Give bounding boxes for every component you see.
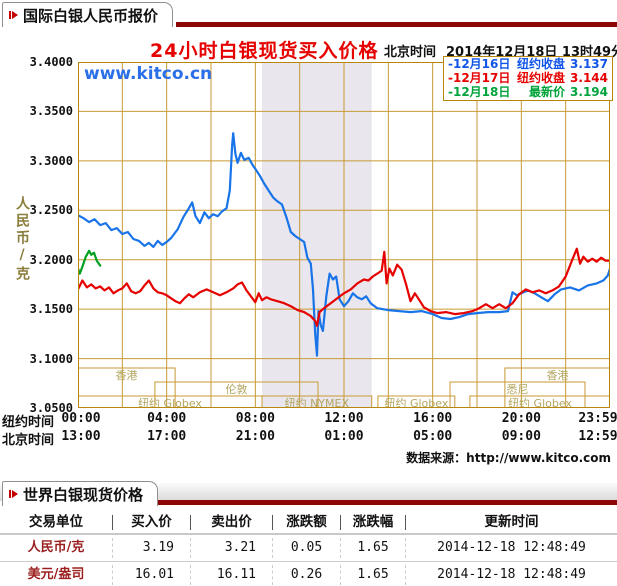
session-label: 纽约 Globex	[138, 396, 202, 408]
legend-value: 3.137	[570, 57, 608, 72]
x-tick-label: 12:00	[324, 411, 364, 426]
column-header: 卖出价	[191, 515, 273, 530]
tab-world-silver-spot-price[interactable]: 世界白银现货价格	[2, 481, 159, 506]
x-axis-row-label: 纽约时间	[2, 415, 55, 430]
legend-row: -12月17日 纽约收盘 3.144	[448, 70, 608, 85]
price-line-dec18	[78, 249, 102, 275]
value-cell: 3.21	[191, 538, 273, 558]
y-axis-title: 人民币/克	[14, 196, 30, 283]
legend-row: -12月18日 最新价 3.194	[448, 84, 608, 99]
session-box	[449, 381, 586, 408]
x-tick-label: 21:00	[235, 429, 275, 444]
column-header: 涨跌幅	[341, 515, 406, 530]
x-tick-label: 20:00	[501, 411, 541, 426]
unit-cell: 美元/盎司	[0, 565, 113, 585]
y-tick-label: 3.1000	[29, 351, 73, 366]
x-tick-label: 08:00	[235, 411, 275, 426]
y-tick-label: 3.0500	[29, 401, 73, 415]
value-cell: 1.65	[341, 565, 406, 585]
x-tick-label: 23:59	[578, 411, 617, 426]
legend-desc: 最新价	[529, 84, 566, 99]
x-axis-beijing-time: 北京时间 13:00 17:00 21:00 01:00 05:00 09:00 12:59	[0, 429, 617, 448]
x-axis-ny-time: 纽约时间 00:00 04:00 08:00 12:00 16:00 20:00 23:59	[0, 411, 617, 430]
session-box	[78, 367, 176, 408]
spot-price-table: 交易单位 买入价 卖出价 涨跌额 涨跌幅 更新时间 人民币/克 3.19 3.21 0.05 1.…	[0, 512, 617, 586]
beijing-time-label: 北京时间	[384, 45, 437, 60]
value-cell: 16.11	[191, 565, 273, 585]
unit-cell: 人民币/克	[0, 538, 113, 558]
legend-value: 3.194	[570, 84, 608, 99]
value-cell: 3.19	[113, 538, 191, 558]
session-label: 纽约 NYMEX	[285, 396, 350, 408]
x-axis-row-label: 北京时间	[2, 433, 55, 448]
value-cell: 16.01	[113, 565, 191, 585]
y-tick-label: 3.2500	[29, 203, 73, 218]
y-tick-label: 3.1500	[29, 302, 73, 317]
session-label: 纽约 Globex	[384, 396, 448, 408]
value-cell: 1.65	[341, 538, 406, 558]
session-label: 香港	[116, 369, 138, 382]
legend-date: -12月17日	[448, 70, 511, 85]
y-tick-label: 3.2000	[29, 252, 73, 267]
table-row: 人民币/克 3.19 3.21 0.05 1.65 2014-12-18 12:48:49	[0, 535, 617, 562]
tab-underline	[150, 500, 617, 505]
x-tick-label: 01:00	[324, 429, 364, 444]
chart-legend: -12月16日 纽约收盘 3.137 -12月17日 纽约收盘 3.144 -12月18日 最…	[443, 56, 613, 101]
column-header: 交易单位	[0, 515, 113, 530]
plot-border	[78, 62, 610, 408]
table-header-row: 交易单位 买入价 卖出价 涨跌额 涨跌幅 更新时间	[0, 512, 617, 535]
x-tick-label: 17:00	[147, 429, 187, 444]
table-row: 美元/盎司 16.01 16.11 0.26 1.65 2014-12-18 12:48:…	[0, 562, 617, 586]
column-header: 涨跌额	[273, 515, 341, 530]
session-box	[261, 395, 373, 408]
value-cell: 2014-12-18 12:48:49	[437, 567, 586, 582]
column-header: 更新时间	[484, 514, 539, 530]
x-tick-label: 05:00	[413, 429, 453, 444]
column-header: 买入价	[113, 515, 191, 530]
x-tick-label: 12:59	[578, 429, 617, 444]
y-tick-label: 3.4000	[29, 55, 73, 69]
chart-title: 24小时白银现货买入价格	[150, 40, 379, 62]
session-box	[469, 395, 610, 408]
x-tick-label: 00:00	[61, 411, 101, 426]
legend-date: -12月16日	[448, 57, 511, 72]
kitco-watermark: www.kitco.cn	[84, 64, 213, 84]
tab-underline	[176, 22, 617, 27]
value-cell: 0.26	[273, 565, 341, 585]
x-tick-label: 16:00	[413, 411, 453, 426]
price-line-dec17	[78, 247, 610, 327]
legend-desc: 纽约收盘	[517, 57, 566, 72]
table-body: 人民币/克 3.19 3.21 0.05 1.65 2014-12-18 12:48:49…	[0, 535, 617, 586]
data-source: 数据来源：http://www.kitco.com	[406, 451, 611, 465]
price-line-dec16	[78, 132, 610, 357]
session-box	[377, 395, 456, 408]
session-label: 悉尼	[507, 383, 529, 396]
tab-label: 世界白银现货价格	[23, 485, 144, 504]
value-cell: 0.05	[273, 538, 341, 558]
x-tick-label: 09:00	[501, 429, 541, 444]
legend-desc: 纽约收盘	[517, 70, 566, 85]
session-label: 纽约 Globex	[508, 396, 572, 408]
red-arrow-icon	[9, 11, 18, 19]
red-arrow-icon	[9, 490, 18, 498]
y-tick-label: 3.3000	[29, 153, 73, 168]
value-cell: 2014-12-18 12:48:49	[437, 540, 586, 555]
tab-label: 国际白银人民币报价	[23, 6, 159, 25]
session-box	[154, 381, 319, 408]
session-label: 香港	[547, 369, 569, 382]
legend-value: 3.144	[570, 70, 608, 85]
session-label: 伦敦	[226, 382, 248, 396]
y-tick-label: 3.3500	[29, 104, 73, 119]
x-tick-label: 13:00	[61, 429, 101, 444]
tab-international-silver-rmb-quote[interactable]: 国际白银人民币报价	[2, 2, 174, 27]
legend-date: -12月18日	[448, 84, 511, 99]
x-tick-label: 04:00	[147, 411, 187, 426]
legend-row: -12月16日 纽约收盘 3.137	[448, 58, 608, 71]
